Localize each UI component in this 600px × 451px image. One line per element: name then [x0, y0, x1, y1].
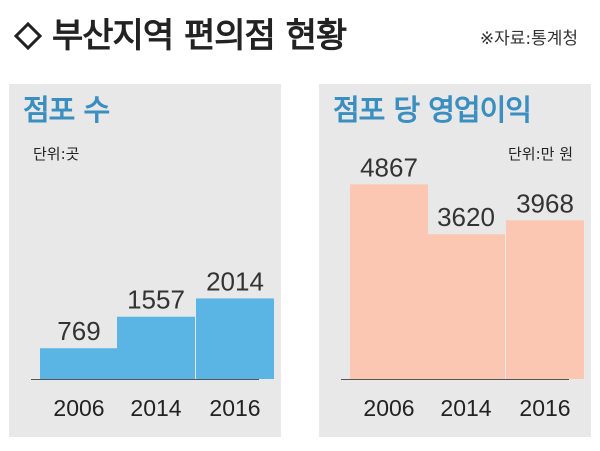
store-count-bar-2006 — [40, 348, 118, 379]
store-count-value-label: 769 — [57, 316, 100, 346]
profit-title: 점포 당 영업이익 — [333, 93, 532, 127]
profit-bar-2006 — [350, 184, 428, 379]
store-count-bar-2014 — [117, 316, 195, 379]
store-count-unit: 단위:곳 — [33, 145, 80, 163]
store-count-value-label: 1557 — [127, 285, 185, 315]
profit-unit: 단위:만 원 — [507, 145, 573, 163]
profit-value-label: 3968 — [516, 188, 574, 218]
store-count-year-label: 2016 — [209, 395, 260, 421]
profit-bar-2014 — [427, 234, 505, 379]
store-count-panel: 점포 수 단위:곳 769 2006 1557 2014 2014 2016 — [9, 84, 281, 437]
store-count-value-label: 2014 — [206, 266, 264, 296]
source-note: ※자료:통계청 — [479, 29, 578, 49]
store-count-title: 점포 수 — [23, 93, 110, 127]
profit-year-label: 2014 — [440, 395, 491, 421]
header: 부산지역 편의점 현황 ※자료:통계청 — [8, 10, 592, 60]
profit-panel: 점포 당 영업이익 단위:만 원 4867 2006 3620 2014 3968 201… — [319, 84, 591, 437]
profit-value-label: 4867 — [360, 152, 418, 182]
store-count-year-label: 2014 — [130, 395, 181, 421]
diamond-icon — [13, 21, 43, 51]
store-count-year-label: 2006 — [53, 395, 104, 421]
profit-year-label: 2016 — [519, 395, 570, 421]
store-count-bar-2016 — [196, 298, 274, 379]
profit-value-label: 3620 — [437, 202, 495, 232]
profit-chart: 4867 2006 3620 2014 3968 2016 — [341, 152, 584, 421]
store-count-chart: 769 2006 1557 2014 2014 2016 — [31, 266, 274, 421]
profit-year-label: 2006 — [363, 395, 414, 421]
profit-bar-2016 — [506, 220, 584, 379]
main-title: 부산지역 편의점 현황 — [52, 16, 347, 56]
